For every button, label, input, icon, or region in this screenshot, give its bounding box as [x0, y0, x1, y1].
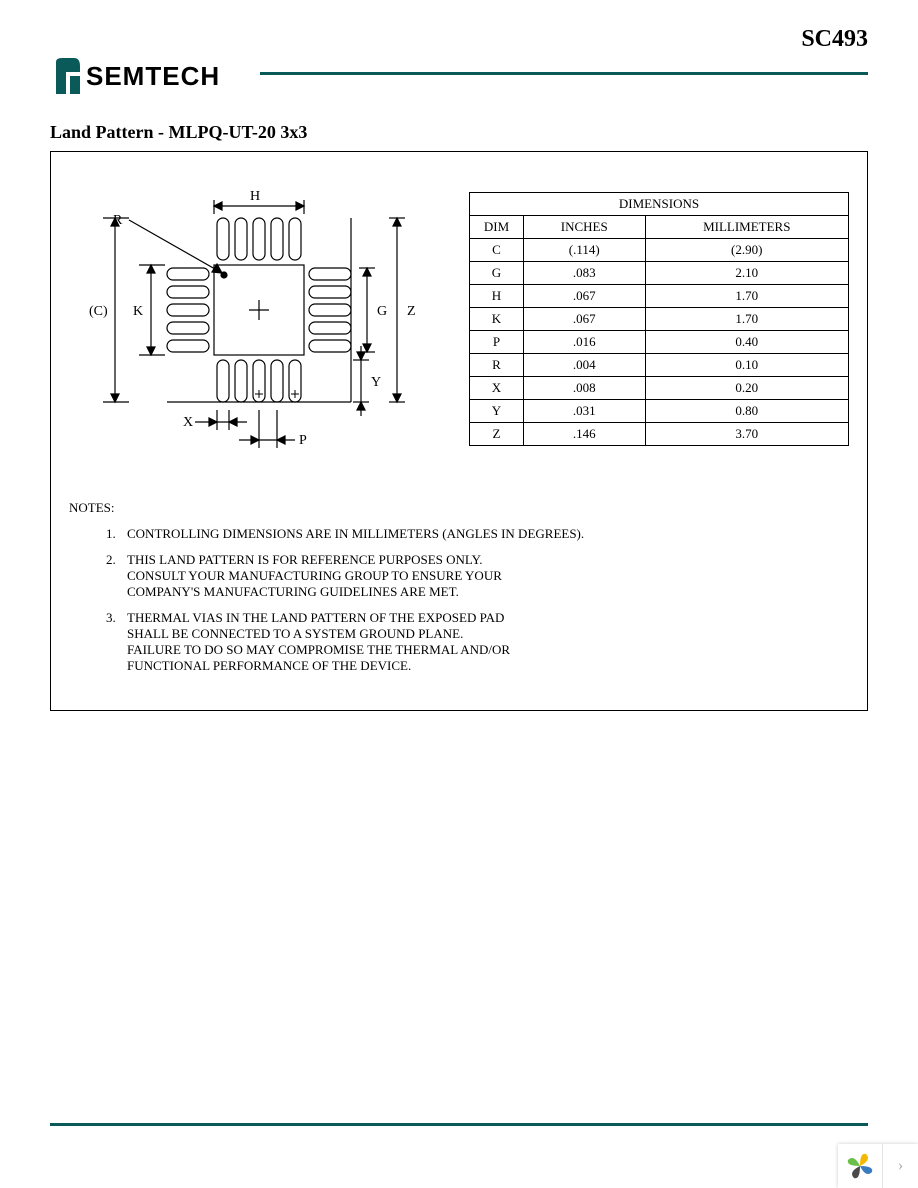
col-mm: MILLIMETERS [645, 216, 848, 239]
table-cell: C [470, 239, 524, 262]
table-row: X.0080.20 [470, 377, 849, 400]
table-cell: 0.40 [645, 331, 848, 354]
table-row: C(.114)(2.90) [470, 239, 849, 262]
table-cell: 0.80 [645, 400, 848, 423]
table-row: K.0671.70 [470, 308, 849, 331]
table-cell: R [470, 354, 524, 377]
table-cell: X [470, 377, 524, 400]
table-cell: .067 [524, 308, 646, 331]
land-pattern-diagram: H R [69, 170, 429, 470]
corner-logo-icon [838, 1144, 882, 1188]
table-cell: (.114) [524, 239, 646, 262]
footer-rule [50, 1123, 868, 1126]
col-inches: INCHES [524, 216, 646, 239]
logo: SEMTECH [50, 54, 220, 98]
header: SC493 SEMTECH [50, 30, 868, 100]
note-line: CONSULT YOUR MANUFACTURING GROUP TO ENSU… [127, 568, 849, 584]
table-cell: .083 [524, 262, 646, 285]
table-row: R.0040.10 [470, 354, 849, 377]
table-cell: 2.10 [645, 262, 848, 285]
table-cell: P [470, 331, 524, 354]
dim-label-x: X [183, 415, 193, 430]
company-name: SEMTECH [86, 61, 220, 92]
dim-label-c: (C) [89, 304, 108, 319]
table-cell: .004 [524, 354, 646, 377]
note-line: THERMAL VIAS IN THE LAND PATTERN OF THE … [127, 610, 849, 626]
note-line: COMPANY'S MANUFACTURING GUIDELINES ARE M… [127, 584, 849, 600]
table-row: Z.1463.70 [470, 423, 849, 446]
section-title: Land Pattern - MLPQ-UT-20 3x3 [50, 122, 868, 143]
note-line: FAILURE TO DO SO MAY COMPROMISE THE THER… [127, 642, 849, 658]
notes-label: NOTES: [69, 500, 849, 516]
col-dim: DIM [470, 216, 524, 239]
table-cell: .146 [524, 423, 646, 446]
note-line: SHALL BE CONNECTED TO A SYSTEM GROUND PL… [127, 626, 849, 642]
dim-label-z: Z [407, 304, 416, 319]
notes-list: CONTROLLING DIMENSIONS ARE IN MILLIMETER… [69, 526, 849, 674]
note-line: CONTROLLING DIMENSIONS ARE IN MILLIMETER… [127, 526, 849, 542]
table-cell: 0.10 [645, 354, 848, 377]
table-cell: 1.70 [645, 308, 848, 331]
table-cell: Y [470, 400, 524, 423]
corner-widget[interactable]: › [838, 1144, 918, 1188]
chevron-right-icon[interactable]: › [882, 1144, 918, 1188]
table-cell: .008 [524, 377, 646, 400]
page: SC493 SEMTECH Land Pattern - MLPQ-UT-20 … [0, 0, 918, 1188]
header-rule [260, 72, 868, 75]
table-cell: .067 [524, 285, 646, 308]
table-header-row: DIM INCHES MILLIMETERS [470, 216, 849, 239]
notes: NOTES: CONTROLLING DIMENSIONS ARE IN MIL… [69, 500, 849, 674]
table-cell: 3.70 [645, 423, 848, 446]
table-cell: (2.90) [645, 239, 848, 262]
note-line: THIS LAND PATTERN IS FOR REFERENCE PURPO… [127, 552, 849, 568]
table-cell: 0.20 [645, 377, 848, 400]
table-cell: .016 [524, 331, 646, 354]
table-cell: K [470, 308, 524, 331]
note-item: THIS LAND PATTERN IS FOR REFERENCE PURPO… [119, 552, 849, 600]
dim-label-h: H [250, 189, 260, 204]
table-title: DIMENSIONS [470, 193, 849, 216]
dimensions-table: DIMENSIONS DIM INCHES MILLIMETERS C(.114… [469, 192, 849, 446]
dim-label-y: Y [371, 375, 381, 390]
table-row: G.0832.10 [470, 262, 849, 285]
table-cell: 1.70 [645, 285, 848, 308]
dim-label-p: P [299, 433, 307, 448]
note-line: FUNCTIONAL PERFORMANCE OF THE DEVICE. [127, 658, 849, 674]
content-box: H R [50, 151, 868, 711]
semtech-logo-icon [50, 54, 86, 98]
part-number: SC493 [801, 26, 868, 53]
table-cell: H [470, 285, 524, 308]
table-row: Y.0310.80 [470, 400, 849, 423]
dim-label-g: G [377, 304, 387, 319]
top-area: H R [69, 170, 849, 470]
note-item: CONTROLLING DIMENSIONS ARE IN MILLIMETER… [119, 526, 849, 542]
dim-label-k: K [133, 304, 143, 319]
table-cell: Z [470, 423, 524, 446]
table-row: P.0160.40 [470, 331, 849, 354]
note-item: THERMAL VIAS IN THE LAND PATTERN OF THE … [119, 610, 849, 674]
table-cell: G [470, 262, 524, 285]
table-row: H.0671.70 [470, 285, 849, 308]
table-cell: .031 [524, 400, 646, 423]
